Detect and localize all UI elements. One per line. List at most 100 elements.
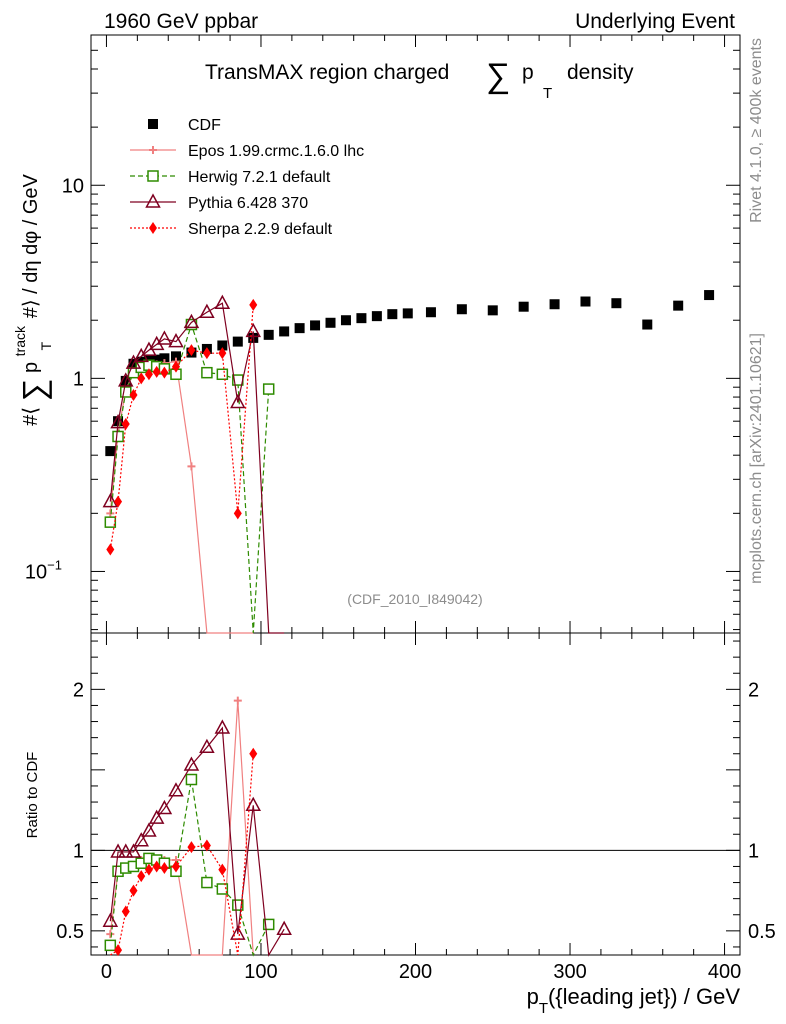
sherpa-point: [187, 344, 196, 357]
sherpa-ratio-point: [249, 747, 258, 760]
ratio-y-tick-label: 1: [73, 840, 84, 862]
epos-point: [106, 509, 115, 518]
cdf-point: [456, 304, 467, 315]
legend-marker-epos: [149, 146, 157, 154]
x-tick-label: 100: [244, 961, 277, 983]
legend-marker-herwig: [147, 170, 159, 182]
y-tick-label: 10−1: [25, 557, 62, 583]
legend-marker-cdf: [148, 119, 158, 129]
x-tick-label: 0: [101, 961, 112, 983]
sherpa-ratio-point: [171, 860, 180, 873]
title-prefix: TransMAX region charged: [205, 61, 449, 84]
ylabel-open: #⟨: [20, 407, 42, 426]
sherpa-line: [109, 304, 254, 550]
pythia-ratio-point: [141, 822, 157, 837]
legend-label-sherpa: Sherpa 2.2.9 default: [188, 221, 333, 238]
ratio-y-tick-label-right: 1: [748, 840, 759, 862]
legend-label-pythia: Pythia 6.428 370: [188, 195, 308, 212]
pythia-ratio-point: [125, 843, 142, 858]
x-tick-label: 300: [553, 961, 586, 983]
cdf-point: [387, 309, 398, 320]
sherpa-point: [249, 298, 258, 311]
sherpa-ratio-point: [202, 839, 211, 852]
ratio-y-tick-label-right: 2: [748, 679, 759, 701]
herwig-point: [262, 383, 275, 395]
cdf-point: [580, 296, 591, 307]
x-tick-label: 200: [399, 961, 432, 983]
y-axis-label: #⟨ ∑ p track T #⟩ / dη dφ / GeV: [12, 173, 54, 426]
main-panel-data: [102, 290, 715, 634]
herwig-point: [201, 366, 213, 379]
pythia-ratio-point: [214, 719, 231, 734]
legend-marker-pythia: [145, 193, 161, 208]
legend: CDF Epos 1.99.crmc.1.6.0 lhc Herwig 7.2.1 …: [130, 117, 364, 238]
pythia-point: [199, 303, 215, 318]
pythia-ratio-point: [148, 809, 165, 824]
y-tick-label-exp: −1: [47, 557, 62, 572]
epos-ratio-point: [106, 930, 115, 939]
pythia-point: [102, 493, 119, 508]
herwig-ratio-point: [216, 883, 229, 895]
sherpa-point: [160, 366, 169, 379]
epos-ratio-point: [233, 696, 242, 705]
cdf-point: [611, 298, 622, 309]
pythia-point: [110, 414, 126, 429]
herwig-ratio-point: [104, 939, 117, 952]
sherpa-point: [171, 360, 180, 373]
pythia-ratio-point: [168, 782, 184, 797]
cdf-point: [340, 315, 351, 326]
ylabel-rest: #⟩ / dη dφ / GeV: [20, 173, 42, 318]
ratio-panel-data: [102, 696, 292, 957]
sherpa-ratio-point: [121, 905, 130, 918]
ratio-y-tick-label: 2: [73, 679, 84, 701]
sherpa-ratio-point: [137, 870, 146, 883]
sherpa-ratio-point: [160, 862, 169, 875]
cdf-point: [170, 351, 181, 362]
sherpa-point: [144, 368, 153, 381]
cdf-point: [105, 446, 116, 457]
herwig-ratio-point: [185, 773, 198, 786]
ratio-y-tick-label: 0.5: [56, 921, 84, 943]
pythia-ratio-point: [102, 912, 119, 927]
sherpa-ratio-point: [152, 860, 161, 873]
cdf-point: [371, 311, 382, 322]
cdf-point: [263, 329, 274, 340]
sherpa-point: [137, 372, 146, 385]
cdf-point: [487, 305, 498, 316]
ratio-frame: [90, 632, 741, 956]
pythia-point: [230, 393, 246, 409]
legend-label-herwig: Herwig 7.2.1 default: [188, 169, 331, 186]
cdf-point: [518, 301, 529, 312]
xlabel-T: T: [539, 1000, 548, 1017]
pythia-point: [245, 322, 262, 338]
ratio-y-label: Ratio to CDF: [24, 752, 41, 839]
cdf-point: [310, 320, 321, 331]
ylabel-track: track: [12, 325, 28, 356]
title-p: p: [522, 61, 534, 84]
herwig-point: [112, 430, 124, 443]
pythia-ratio-point: [110, 843, 126, 858]
cdf-point: [217, 340, 228, 351]
pythia-point: [118, 372, 134, 387]
pythia-ratio-point: [245, 796, 262, 812]
x-axis-label: pT({leading jet}) / GeV: [527, 984, 741, 1017]
epos-ratio-line: [109, 700, 254, 956]
pythia-point: [168, 333, 184, 348]
sherpa-point: [218, 347, 227, 360]
cdf-point: [294, 323, 305, 334]
legend-label-epos: Epos 1.99.crmc.1.6.0 lhc: [188, 143, 364, 160]
cdf-point: [704, 290, 715, 301]
legend-marker-sherpa: [149, 222, 157, 234]
cdf-point: [159, 353, 170, 364]
cdf-point: [279, 326, 290, 337]
axes: 0 100 200 300 400 10 1 10−1 2 2 1 1 0.5 0.5: [25, 34, 776, 983]
sherpa-ratio-point: [144, 863, 153, 876]
ylabel-T: T: [38, 341, 54, 350]
pythia-ratio-point: [118, 843, 134, 858]
ylabel-p: p: [20, 362, 42, 373]
herwig-point: [120, 386, 132, 398]
pythia-line: [109, 302, 285, 634]
title-suffix: density: [567, 61, 634, 84]
pythia-ratio-point: [183, 756, 200, 771]
